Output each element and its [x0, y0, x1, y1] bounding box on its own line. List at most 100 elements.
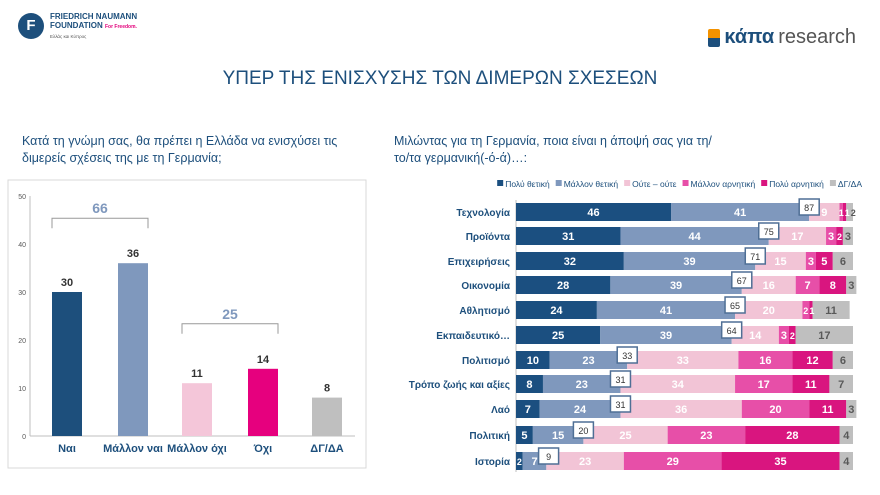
bar-segment — [600, 326, 732, 344]
bar-segment — [735, 301, 803, 319]
category-label: ΔΓ/ΔΑ — [310, 443, 343, 455]
net-positive-box — [609, 370, 632, 388]
segment-value-label: 28 — [786, 430, 798, 442]
category-label: Λαό — [491, 405, 510, 416]
bar-segment — [768, 227, 827, 245]
bar-segment — [549, 351, 628, 369]
bar-segment — [839, 426, 853, 444]
segment-value-label: 20 — [763, 305, 775, 317]
net-positive-label: 31 — [615, 375, 625, 385]
bar-segment — [792, 375, 830, 393]
page-title: ΥΠΕΡ ΤΗΣ ΕΝΙΣΧΥΣΗΣ ΤΩΝ ΔΙΜΕΡΩΝ ΣΧΕΣΕΩΝ — [222, 68, 658, 89]
net-positive-label: 20 — [578, 426, 588, 436]
y-tick-label: 20 — [18, 338, 26, 345]
bar — [182, 383, 212, 436]
bar-segment — [731, 326, 779, 344]
segment-value-label: 9 — [821, 207, 827, 219]
segment-value-label: 1 — [839, 208, 844, 218]
bar-segment — [832, 252, 853, 270]
net-positive-label: 64 — [727, 326, 737, 336]
segment-value-label: 41 — [660, 305, 672, 317]
segment-value-label: 2 — [851, 208, 856, 218]
segment-value-label: 5 — [521, 430, 527, 442]
bar-value-label: 11 — [191, 368, 203, 380]
legend-swatch — [555, 180, 562, 186]
net-positive-box — [798, 198, 820, 216]
segment-value-label: 3 — [845, 231, 851, 243]
bar-segment — [788, 326, 796, 344]
kapa-research-logo: κάπα research — [708, 26, 856, 49]
segment-value-label: 3 — [808, 256, 814, 268]
bar-segment — [516, 227, 621, 245]
bar-segment — [815, 252, 833, 270]
category-label: Προϊόντα — [466, 232, 511, 243]
bar-segment — [741, 276, 796, 294]
logo-line1: FRIEDRICH NAUMANN — [50, 12, 138, 21]
category-label: Όχι — [253, 443, 272, 455]
segment-value-label: 34 — [672, 379, 685, 391]
legend-label: Ούτε – ούτε — [632, 179, 677, 189]
segment-value-label: 4 — [843, 456, 850, 468]
sum-bracket — [181, 323, 279, 334]
category-label: Ιστορία — [475, 457, 511, 468]
segment-value-label: 29 — [667, 456, 679, 468]
bar-segment — [667, 426, 746, 444]
logo-sub: Ελλάς και Κύπρος — [50, 34, 87, 39]
bar-segment — [802, 301, 810, 319]
net-positive-label: 75 — [764, 227, 774, 237]
segment-value-label: 15 — [774, 256, 786, 268]
segment-value-label: 28 — [557, 280, 569, 292]
segment-value-label: 23 — [576, 379, 588, 391]
bar-segment — [596, 301, 736, 319]
net-positive-box — [616, 346, 638, 364]
bar-segment — [532, 426, 584, 444]
segment-value-label: 44 — [688, 231, 701, 243]
category-label: Οικονομία — [461, 281, 510, 292]
y-tick-label: 40 — [18, 242, 26, 249]
net-positive-label: 33 — [622, 351, 632, 361]
bar-segment — [809, 400, 847, 418]
sum-bracket — [51, 217, 149, 229]
segment-value-label: 25 — [552, 330, 564, 342]
bar-segment — [836, 227, 843, 245]
bar — [52, 292, 82, 436]
category-label: Πολιτική — [469, 431, 510, 442]
legend-swatch — [829, 180, 836, 186]
net-positive-label: 67 — [737, 276, 747, 286]
segment-value-label: 3 — [848, 280, 854, 292]
fnf-logo-mark: F — [18, 12, 44, 39]
segment-value-label: 23 — [700, 430, 712, 442]
bar-segment — [542, 375, 621, 393]
bar-segment — [516, 252, 624, 270]
bar-segment — [846, 276, 857, 294]
net-positive-box — [720, 321, 743, 339]
bar-value-label: 36 — [127, 248, 139, 260]
segment-value-label: 46 — [587, 207, 599, 219]
bar-segment — [620, 375, 736, 393]
category-label: Ναι — [58, 443, 76, 455]
net-positive-label: 65 — [730, 301, 740, 311]
bar-segment — [842, 227, 853, 245]
segment-value-label: 16 — [759, 355, 771, 367]
legend-label: Πολύ θετική — [505, 179, 550, 189]
bar-segment — [516, 276, 611, 294]
bar-segment — [516, 400, 540, 418]
y-tick-label: 30 — [18, 290, 26, 297]
segment-value-label: 6 — [840, 256, 846, 268]
bar-segment — [846, 400, 857, 418]
segment-value-label: 20 — [769, 404, 781, 416]
bar-segment — [795, 326, 853, 344]
segment-value-label: 16 — [763, 280, 775, 292]
segment-value-label: 2 — [803, 306, 808, 316]
segment-value-label: 36 — [675, 404, 687, 416]
segment-value-label: 11 — [805, 379, 817, 391]
category-label: Εκπαιδευτικό… — [436, 331, 510, 342]
net-positive-box — [609, 395, 632, 413]
segment-value-label: 23 — [582, 355, 594, 367]
bar-value-label: 30 — [61, 277, 73, 289]
left-chart-frame — [7, 179, 367, 469]
net-positive-label: 31 — [615, 400, 625, 410]
segment-value-label: 39 — [670, 280, 682, 292]
bar-segment — [516, 326, 601, 344]
